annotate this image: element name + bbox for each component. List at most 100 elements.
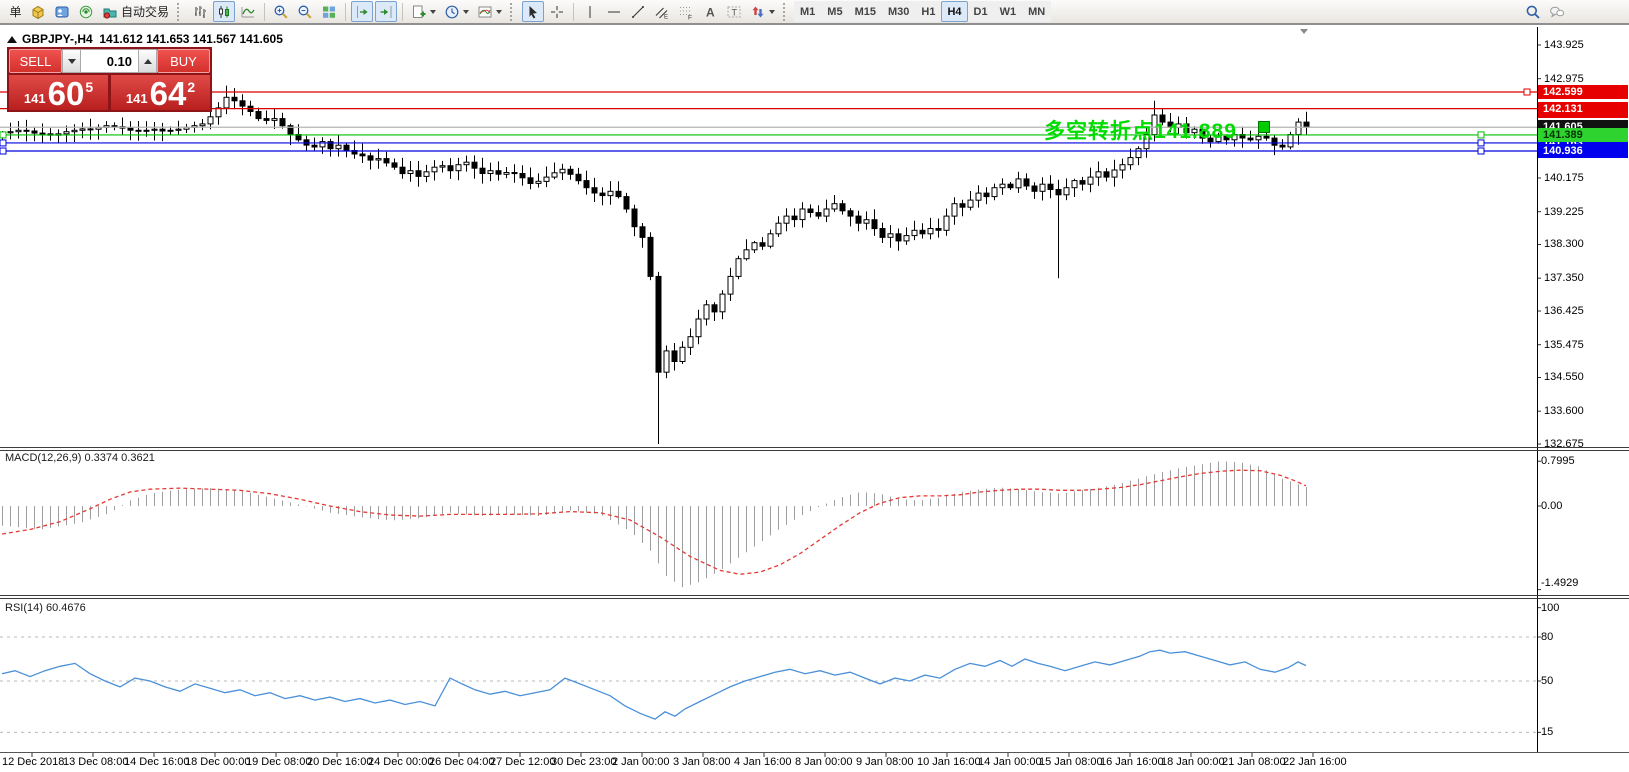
toolbar-zoom-out-button[interactable] <box>294 1 316 22</box>
caret-down-icon <box>67 58 76 64</box>
main-chart-area[interactable] <box>0 45 1537 447</box>
svg-text:T: T <box>732 7 738 17</box>
pane-divider[interactable] <box>0 447 1629 448</box>
toolbar-new-order-button[interactable]: 单 <box>3 1 25 22</box>
vline-icon <box>589 5 591 18</box>
turning-point-annotation: 多空转折点141.889 <box>1044 120 1237 143</box>
toolbar-cursor-button[interactable] <box>522 1 545 22</box>
sell-price-display[interactable]: 141 60 5 <box>9 75 108 110</box>
toolbar-equidistant-channel-button[interactable]: E <box>651 1 673 22</box>
toolbar-horizontal-line-button[interactable] <box>603 1 625 22</box>
cursor-icon <box>529 5 538 18</box>
svg-text:E: E <box>664 14 668 20</box>
timeframe-h4-button[interactable]: H4 <box>941 1 968 22</box>
pane-divider[interactable] <box>0 450 1629 451</box>
toolbar-periods-button[interactable] <box>441 1 472 22</box>
volume-decrease-button[interactable] <box>62 49 81 73</box>
caret-up-icon <box>143 58 152 64</box>
timeframe-w1-button[interactable]: W1 <box>993 1 1023 22</box>
toolbar-separator <box>345 2 347 21</box>
tile-icon <box>323 6 336 18</box>
price-axis[interactable] <box>1537 27 1629 752</box>
toolbar-profile-button[interactable] <box>51 1 73 22</box>
toolbar-gripper <box>510 2 517 21</box>
toolbar: 单 自动交易 E F A T M1 M5 M15 M30 H1 H4 D1 W1 MN <box>0 0 1629 25</box>
macd-indicator-label: MACD(12,26,9) 0.3374 0.3621 <box>5 452 155 464</box>
buy-button[interactable]: BUY <box>157 49 210 73</box>
toolbar-arrows-button[interactable] <box>747 1 778 22</box>
tline-icon <box>632 5 645 18</box>
toolbar-chart-shift-button[interactable] <box>351 1 374 22</box>
autoscroll-icon <box>380 5 392 18</box>
toolbar-fibonacci-button[interactable]: F <box>675 1 697 22</box>
sell-button[interactable]: SELL <box>9 49 62 73</box>
one-click-trading-panel: SELL BUY 141 60 5 141 64 2 <box>7 47 212 112</box>
toolbar-bar-chart-button[interactable] <box>189 1 211 22</box>
toolbar-new-chart-button[interactable] <box>408 1 439 22</box>
textA-icon: A <box>706 5 715 19</box>
toolbar-line-chart-button[interactable] <box>237 1 259 22</box>
toolbar-auto-trading-label: 自动交易 <box>121 5 170 19</box>
toolbar-layouts-button[interactable] <box>27 1 49 22</box>
toolbar-crosshair-button[interactable] <box>546 1 568 22</box>
toolbar-auto-scroll-button[interactable] <box>375 1 398 22</box>
volume-increase-button[interactable] <box>138 49 157 73</box>
buy-signal-marker-icon <box>1258 121 1270 133</box>
toolbar-trend-line-button[interactable] <box>627 1 649 22</box>
toolbar-separator <box>573 2 575 21</box>
toolbar-community-chat-button[interactable] <box>1546 1 1568 22</box>
timeframe-m15-button[interactable]: M15 <box>848 1 882 22</box>
toolbar-search-symbols-button[interactable] <box>1522 1 1544 22</box>
toolbar-right-group <box>1521 1 1569 22</box>
toolbar-separator <box>264 2 266 21</box>
toolbar-gripper <box>177 2 184 21</box>
arrows-icon <box>752 6 764 17</box>
pane-divider[interactable] <box>0 595 1629 596</box>
toolbar-candle-chart-button[interactable] <box>213 1 236 22</box>
toolbar-separator <box>402 2 404 21</box>
toolbar-vertical-line-button[interactable] <box>579 1 601 22</box>
toolbar-templates-button[interactable] <box>474 1 505 22</box>
time-axis[interactable] <box>0 752 1537 772</box>
toolbar-text-label-button[interactable]: T <box>723 1 745 22</box>
profile-icon <box>55 6 69 17</box>
dropdown-caret-icon[interactable] <box>463 9 470 14</box>
template-icon <box>478 6 492 17</box>
hline-icon <box>608 11 621 12</box>
channel-icon: E <box>655 7 668 20</box>
search-icon <box>1526 5 1540 19</box>
toolbar-tile-windows-button[interactable] <box>318 1 340 22</box>
timeframe-m1-button[interactable]: M1 <box>794 1 822 22</box>
collapse-arrow-icon[interactable] <box>7 36 17 43</box>
zoomout-icon <box>298 5 312 19</box>
clock-icon <box>445 5 459 18</box>
cube-icon <box>32 5 44 19</box>
toolbar-auto-trading-button[interactable]: 自动交易 <box>99 1 172 22</box>
chart-shift-marker[interactable] <box>1300 29 1308 34</box>
volume-input[interactable] <box>81 49 138 73</box>
chat-icon <box>1550 6 1565 17</box>
dropdown-caret-icon[interactable] <box>496 9 503 14</box>
timeframe-h1-button[interactable]: H1 <box>915 1 942 22</box>
toolbar-zoom-in-button[interactable] <box>270 1 292 22</box>
fibo-icon: F <box>680 6 693 20</box>
timeframe-mn-button[interactable]: MN <box>1022 1 1052 22</box>
timeframe-d1-button[interactable]: D1 <box>967 1 994 22</box>
timeframe-m30-button[interactable]: M30 <box>881 1 916 22</box>
dropdown-caret-icon[interactable] <box>769 9 776 14</box>
toolbar-broadcast-button[interactable] <box>75 1 97 22</box>
rsi-pane[interactable] <box>0 599 1537 752</box>
autotrade-icon <box>103 8 117 19</box>
timeframe-m5-button[interactable]: M5 <box>821 1 849 22</box>
pane-divider[interactable] <box>0 598 1629 599</box>
chart-window[interactable] <box>0 27 1629 772</box>
macd-pane[interactable] <box>0 451 1537 595</box>
rsi-indicator-label: RSI(14) 60.4676 <box>5 602 86 614</box>
newchart-icon <box>413 5 426 18</box>
dropdown-caret-icon[interactable] <box>430 9 437 14</box>
buy-price-display[interactable]: 141 64 2 <box>111 75 210 110</box>
chart-title: GBPJPY-,H4 141.612 141.653 141.567 141.6… <box>7 32 283 46</box>
toolbar-text-button[interactable]: A <box>699 1 721 22</box>
broadcast-icon <box>79 5 93 18</box>
